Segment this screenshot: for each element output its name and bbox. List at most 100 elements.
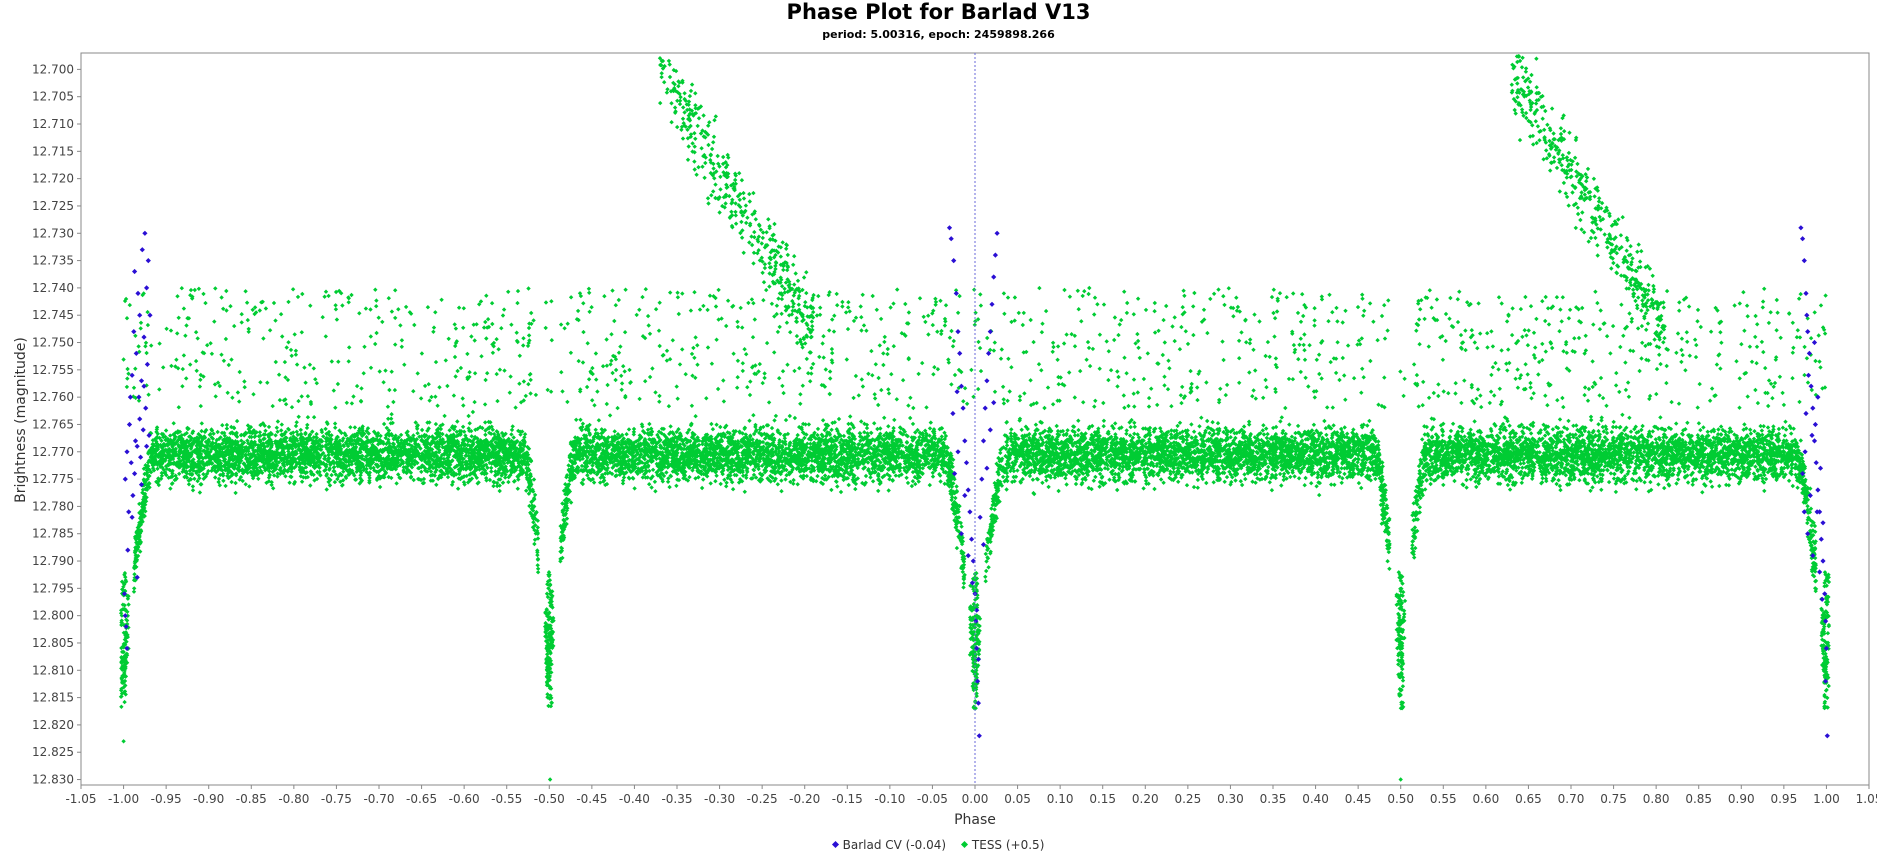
y-tick-label: 12.710 xyxy=(32,117,74,131)
y-tick-label: 12.775 xyxy=(32,472,74,486)
y-tick-label: 12.830 xyxy=(32,773,74,787)
x-tick-label: 0.85 xyxy=(1685,792,1712,806)
y-tick-label: 12.750 xyxy=(32,336,74,350)
y-tick-label: 12.715 xyxy=(32,144,74,158)
cv-data-point xyxy=(1823,645,1829,651)
x-tick-label: 1.05 xyxy=(1856,792,1877,806)
x-tick-label: -0.90 xyxy=(193,792,224,806)
x-tick-label: 0.15 xyxy=(1089,792,1116,806)
cv-data-point xyxy=(957,350,963,356)
cv-data-point xyxy=(126,421,133,428)
x-tick-label: 0.75 xyxy=(1600,792,1627,806)
cv-data-point xyxy=(1802,449,1808,455)
cv-data-point xyxy=(147,312,153,318)
cv-data-point xyxy=(1822,591,1828,597)
cv-data-point xyxy=(122,613,128,619)
cv-data-point xyxy=(975,678,981,684)
x-tick-label: 0.60 xyxy=(1472,792,1499,806)
cv-data-point xyxy=(989,301,995,307)
cv-data-point xyxy=(987,329,993,335)
x-tick-label: 0.00 xyxy=(962,792,989,806)
cv-data-point xyxy=(137,416,143,422)
barlad-cv-series xyxy=(121,225,1830,739)
cv-data-point xyxy=(994,230,1000,236)
cv-data-point xyxy=(1817,465,1824,471)
x-tick-label: -0.85 xyxy=(236,792,267,806)
cv-data-point xyxy=(991,274,997,280)
cv-data-point xyxy=(139,247,145,253)
y-tick-label: 12.730 xyxy=(32,226,74,240)
cv-data-point xyxy=(132,268,138,275)
cv-data-point xyxy=(122,476,128,482)
legend-marker-cv xyxy=(831,840,839,849)
cv-data-point xyxy=(141,383,147,389)
cv-data-point xyxy=(965,553,971,559)
cv-data-point xyxy=(138,378,145,384)
cv-data-point xyxy=(144,361,151,367)
cv-data-point xyxy=(976,733,982,739)
cv-data-point xyxy=(984,378,990,384)
x-tick-label: 0.45 xyxy=(1345,792,1372,806)
x-tick-label: 0.05 xyxy=(1004,792,1031,806)
tess-series xyxy=(118,53,1832,782)
x-tick-label: 0.40 xyxy=(1302,792,1329,806)
cv-data-point xyxy=(1803,410,1809,417)
x-tick-label: 0.20 xyxy=(1132,792,1159,806)
cv-data-point xyxy=(1820,558,1826,564)
y-tick-label: 12.705 xyxy=(32,90,74,104)
cv-data-point xyxy=(123,624,129,630)
y-tick-label: 12.770 xyxy=(32,445,74,459)
cv-data-point xyxy=(969,580,975,586)
y-tick-label: 12.780 xyxy=(32,499,74,513)
x-tick-label: -0.30 xyxy=(704,792,735,806)
y-tick-label: 12.740 xyxy=(32,281,74,295)
x-tick-label: -0.80 xyxy=(278,792,309,806)
cv-data-point xyxy=(980,542,987,548)
cv-data-point xyxy=(138,454,144,460)
x-tick-label: 0.65 xyxy=(1515,792,1542,806)
cv-data-point xyxy=(958,531,964,537)
cv-data-point xyxy=(1804,312,1810,318)
cv-data-point xyxy=(129,372,135,378)
cv-data-point xyxy=(962,438,968,444)
cv-data-point xyxy=(1813,460,1819,466)
cv-data-point xyxy=(135,290,141,296)
x-tick-label: -0.75 xyxy=(321,792,352,806)
y-tick-label: 12.755 xyxy=(32,363,74,377)
x-tick-label: 0.50 xyxy=(1387,792,1414,806)
cv-data-point xyxy=(132,471,138,477)
cv-data-point xyxy=(129,514,135,520)
y-tick-label: 12.820 xyxy=(32,718,74,732)
cv-data-point xyxy=(138,482,145,488)
cv-data-point xyxy=(131,329,137,335)
cv-data-point xyxy=(146,432,152,438)
chart-title: Phase Plot for Barlad V13 xyxy=(786,0,1091,24)
y-tick-label: 12.765 xyxy=(32,417,74,431)
chart-subtitle: period: 5.00316, epoch: 2459898.266 xyxy=(822,28,1055,41)
cv-data-point xyxy=(124,645,130,651)
cv-data-point xyxy=(1811,339,1818,346)
cv-data-point xyxy=(125,547,131,553)
x-tick-label: 0.55 xyxy=(1430,792,1457,806)
cv-data-point xyxy=(955,449,961,455)
cv-data-point xyxy=(967,509,973,515)
x-tick-label: -1.00 xyxy=(108,792,139,806)
cv-data-point xyxy=(962,492,968,499)
cv-data-point xyxy=(979,476,985,482)
cv-data-point xyxy=(958,383,964,389)
cv-data-point xyxy=(953,290,959,296)
cv-data-point xyxy=(1807,492,1813,499)
y-axis-label: Brightness (magnitude) xyxy=(13,337,29,503)
x-tick-label: -0.50 xyxy=(534,792,565,806)
cv-data-point xyxy=(1818,536,1824,542)
y-tick-label: 12.745 xyxy=(32,308,74,322)
x-tick-label: -0.45 xyxy=(576,792,607,806)
legend-label-cv: Barlad CV (-0.04) xyxy=(842,837,947,852)
cv-data-point xyxy=(986,350,992,356)
x-tick-label: -0.20 xyxy=(789,792,820,806)
x-tick-label: -0.55 xyxy=(491,792,522,806)
cv-data-point xyxy=(1800,236,1806,242)
x-axis: -1.05 -1.00 -0.95 -0.90 -0.85 -0.80 -0.75 -0.70… xyxy=(65,785,1877,806)
cv-data-point xyxy=(965,487,971,493)
